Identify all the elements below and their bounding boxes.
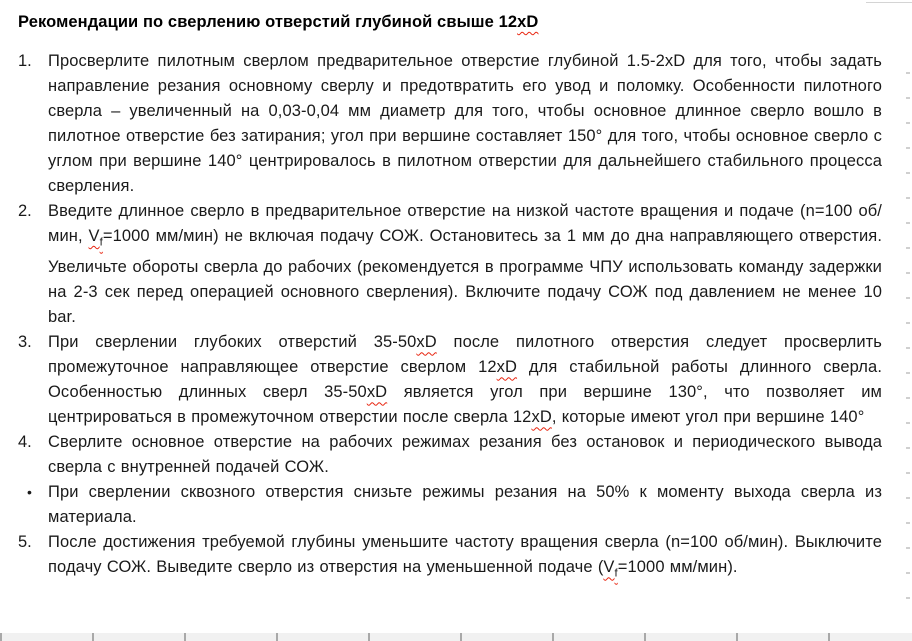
text-segment: =1000 мм/мин). <box>617 558 738 577</box>
number-marker: 5. <box>18 533 32 552</box>
spellcheck-flagged-text: xD <box>496 358 518 377</box>
number-marker: 3. <box>18 333 32 352</box>
spellcheck-flagged-text: xD <box>531 408 552 427</box>
page-title: Рекомендации по сверлению отверстий глуб… <box>18 10 882 34</box>
text-segment: При сверлении глубоких отверстий 35-50 <box>48 333 417 352</box>
list-item-text: Введите длинное сверло в предварительное… <box>48 199 882 330</box>
spellcheck-flagged-text: f <box>99 236 103 249</box>
text-segment: является угол при вершине 130°, что позв… <box>48 383 882 427</box>
text-segment: , которые имеют угол при вершине 140° <box>551 408 865 427</box>
list-item-text: Сверлите основное отверстие на рабочих р… <box>48 430 882 480</box>
number-marker: 1. <box>18 52 32 70</box>
text-segment: Введите длинное сверло в предварительное… <box>48 202 882 245</box>
spellcheck-flagged-text: V <box>88 227 100 245</box>
bottom-edge-strip <box>0 633 912 641</box>
list-item-text: После достижения требуемой глубины умень… <box>48 530 882 586</box>
spellcheck-flagged-text: V <box>603 558 615 577</box>
list-item: 4. Сверлите основное отверстие на рабочих… <box>18 430 882 480</box>
text-segment: После достижения требуемой глубины умень… <box>48 533 882 577</box>
number-marker: 4. <box>18 433 32 452</box>
text-segment: Сверлите основное отверстие на рабочих р… <box>48 433 882 477</box>
recommendations-list: 1. Просверлите пилотным сверлом предварит… <box>18 49 882 587</box>
text-segment: Рекомендации по сверлению отверстий глуб… <box>18 13 518 31</box>
spellcheck-flagged-text: xD <box>517 13 539 31</box>
spellcheck-flagged-text: f <box>614 567 618 580</box>
list-item: • При сверлении сквозного отверстия снизь… <box>18 480 882 530</box>
list-item: 3. При сверлении глубоких отверстий 35-50… <box>18 330 882 430</box>
spellcheck-flagged-text: xD <box>366 383 388 402</box>
text-segment: При сверлении сквозного отверстия снизьт… <box>48 483 882 527</box>
adjacent-page-edge-marks <box>906 72 910 604</box>
text-segment: Просверлите пилотным сверлом предварител… <box>48 52 882 195</box>
list-item-text: Просверлите пилотным сверлом предварител… <box>48 49 882 199</box>
number-marker: 2. <box>18 202 32 220</box>
list-item: 5. После достижения требуемой глубины уме… <box>18 530 882 586</box>
bullet-marker: • <box>27 484 32 501</box>
page-corner-artifact <box>866 2 912 3</box>
list-item: 2. Введите длинное сверло в предварительн… <box>18 199 882 330</box>
list-item-text: При сверлении глубоких отверстий 35-50xD… <box>48 330 882 430</box>
list-item: 1. Просверлите пилотным сверлом предварит… <box>18 49 882 199</box>
text-segment: =1000 мм/мин) не включая подачу СОЖ. Ост… <box>48 227 883 327</box>
spellcheck-flagged-text: xD <box>416 333 437 352</box>
text-segment: после пилотного отверстия следует просве… <box>48 333 882 377</box>
list-item-text: При сверлении сквозного отверстия снизьт… <box>48 480 882 530</box>
text-segment: для стабильной работы длинного сверла. О… <box>48 358 882 402</box>
